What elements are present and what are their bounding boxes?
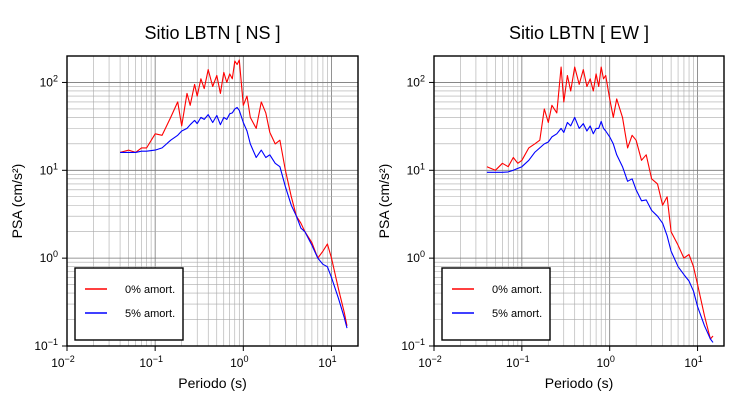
x-tick-label: 10−2 <box>51 354 75 370</box>
series-line-damped <box>486 116 714 343</box>
y-tick-label: 102 <box>40 73 58 89</box>
grid <box>66 55 359 347</box>
plot-frame <box>66 55 359 347</box>
y-tick-label: 100 <box>407 249 425 265</box>
x-tick-label: 10−1 <box>139 354 163 370</box>
legend: 0% amort. 5% amort. <box>74 267 184 341</box>
ticks <box>62 81 332 351</box>
x-tick-label: 100 <box>597 354 615 370</box>
y-tick-label: 101 <box>407 161 425 177</box>
y-axis-label: PSA (cm/s²) <box>376 164 392 239</box>
ticks <box>429 81 699 351</box>
x-tick-label: 101 <box>684 354 702 370</box>
legend-label: 0% amort. <box>492 284 542 296</box>
legend-label: 5% amort. <box>492 308 542 320</box>
y-tick-label: 10−1 <box>401 337 425 353</box>
x-tick-label: 101 <box>318 354 336 370</box>
legend-label: 0% amort. <box>125 284 175 296</box>
x-tick-label: 10−2 <box>418 354 442 370</box>
legend-box <box>74 267 184 341</box>
y-tick-label: 102 <box>407 73 425 89</box>
series-line-undamped <box>486 66 714 340</box>
plot-frame <box>433 55 725 347</box>
y-tick-label: 10−1 <box>34 337 58 353</box>
y-tick-label: 101 <box>40 161 58 177</box>
legend-label: 5% amort. <box>125 308 175 320</box>
x-axis-label: Periodo (s) <box>178 375 246 391</box>
grid <box>433 55 725 347</box>
x-tick-label: 100 <box>230 354 248 370</box>
x-tick-label: 10−1 <box>506 354 530 370</box>
y-tick-label: 100 <box>40 249 58 265</box>
x-axis-label: Periodo (s) <box>545 375 613 391</box>
chart-title: Sitio LBTN [ EW ] <box>509 23 649 43</box>
legend-box <box>441 267 551 341</box>
chart-title: Sitio LBTN [ NS ] <box>144 23 280 43</box>
legend: 0% amort. 5% amort. <box>441 267 551 341</box>
series-line-damped <box>120 106 348 329</box>
y-axis-label: PSA (cm/s²) <box>9 164 25 239</box>
